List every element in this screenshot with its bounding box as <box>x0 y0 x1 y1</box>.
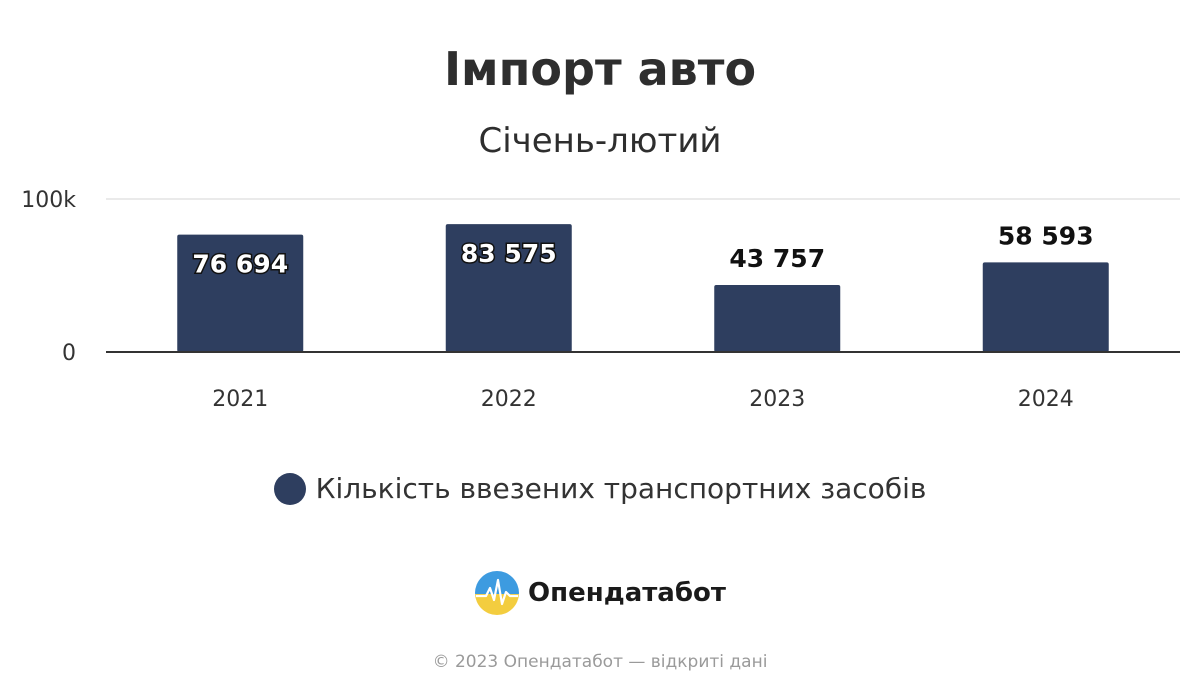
legend-marker <box>273 472 306 505</box>
x-tick-label: 2023 <box>749 387 805 412</box>
legend[interactable]: Кількість ввезених транспортних засобів <box>0 472 1200 505</box>
y-tick-label: 100k <box>21 188 76 213</box>
bar[interactable] <box>445 224 572 352</box>
bar[interactable] <box>714 285 841 352</box>
data-label: 76 694 <box>192 250 288 279</box>
bar-chart: 0 100k 76 694 2021 83 575 2022 43 757 2023 58 59… <box>21 188 1180 412</box>
opendatabot-logo-icon <box>475 571 520 615</box>
brand-name: Опендатабот <box>528 578 726 608</box>
bar[interactable] <box>177 234 304 352</box>
x-tick-label: 2024 <box>1018 387 1074 412</box>
y-tick-label: 0 <box>62 341 76 366</box>
x-tick-label: 2022 <box>481 387 537 412</box>
chart-subtitle: Січень-лютий <box>478 121 722 161</box>
data-label: 43 757 <box>729 244 825 273</box>
data-label: 83 575 <box>461 239 557 268</box>
copyright: © 2023 Опендатабот — відкриті дані <box>432 652 768 672</box>
bar[interactable] <box>982 262 1109 352</box>
legend-label: Кількість ввезених транспортних засобів <box>315 472 927 505</box>
chart-title: Імпорт авто <box>443 42 757 96</box>
brand-logo[interactable]: Опендатабот <box>0 570 1200 616</box>
data-label: 58 593 <box>998 221 1094 250</box>
x-tick-label: 2021 <box>212 387 268 412</box>
